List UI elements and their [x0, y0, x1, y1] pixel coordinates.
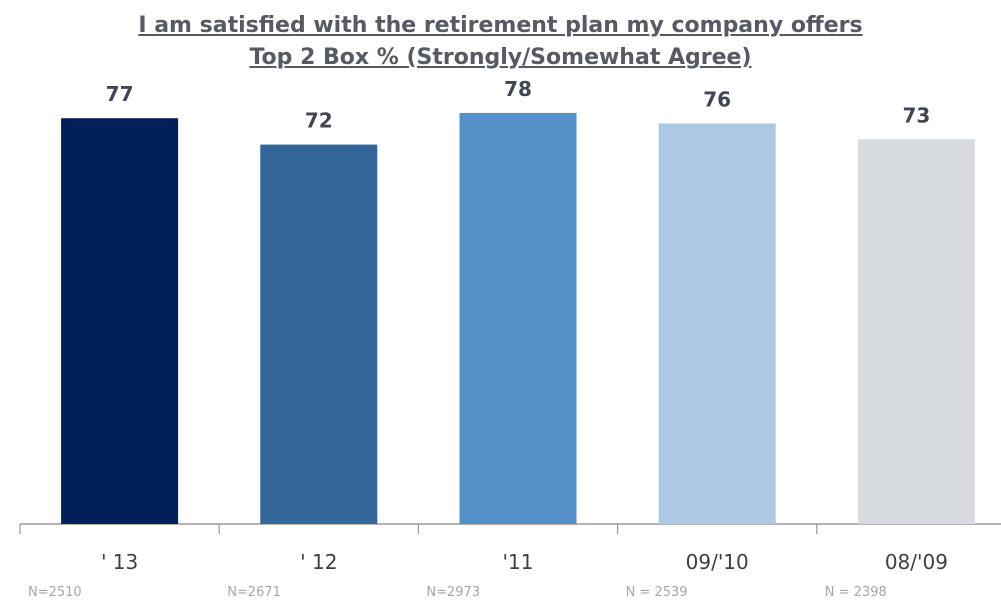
- x-tick-label: ' 12: [300, 550, 337, 574]
- chart-title: I am satisfied with the retirement plan …: [138, 13, 863, 38]
- chart-subtitle: Top 2 Box % (Strongly/Somewhat Agree): [249, 45, 752, 70]
- sample-size-label: N = 2398: [824, 585, 887, 600]
- bar-value-label: 73: [902, 103, 930, 127]
- x-tick-label: 09/'10: [686, 550, 749, 574]
- x-tick-label: 08/'09: [885, 550, 948, 574]
- sample-size-label: N = 2539: [625, 585, 688, 600]
- sample-size-label: N=2510: [28, 585, 82, 600]
- sample-size-label: N=2671: [227, 585, 281, 600]
- bar-2: [260, 144, 378, 524]
- bar-1: [61, 118, 179, 525]
- sample-size-label: N=2973: [426, 585, 481, 600]
- bar-4: [658, 123, 776, 524]
- bar-value-label: 76: [703, 87, 731, 111]
- bar-3: [459, 112, 577, 524]
- chart-title-block: I am satisfied with the retirement plan …: [0, 10, 1001, 74]
- bar-5: [857, 139, 975, 525]
- bar-value-label: 77: [106, 82, 134, 106]
- x-tick-label: '11: [503, 550, 534, 574]
- bar-value-label: 72: [305, 109, 333, 133]
- bar-value-label: 78: [504, 77, 532, 101]
- x-tick-label: ' 13: [101, 550, 138, 574]
